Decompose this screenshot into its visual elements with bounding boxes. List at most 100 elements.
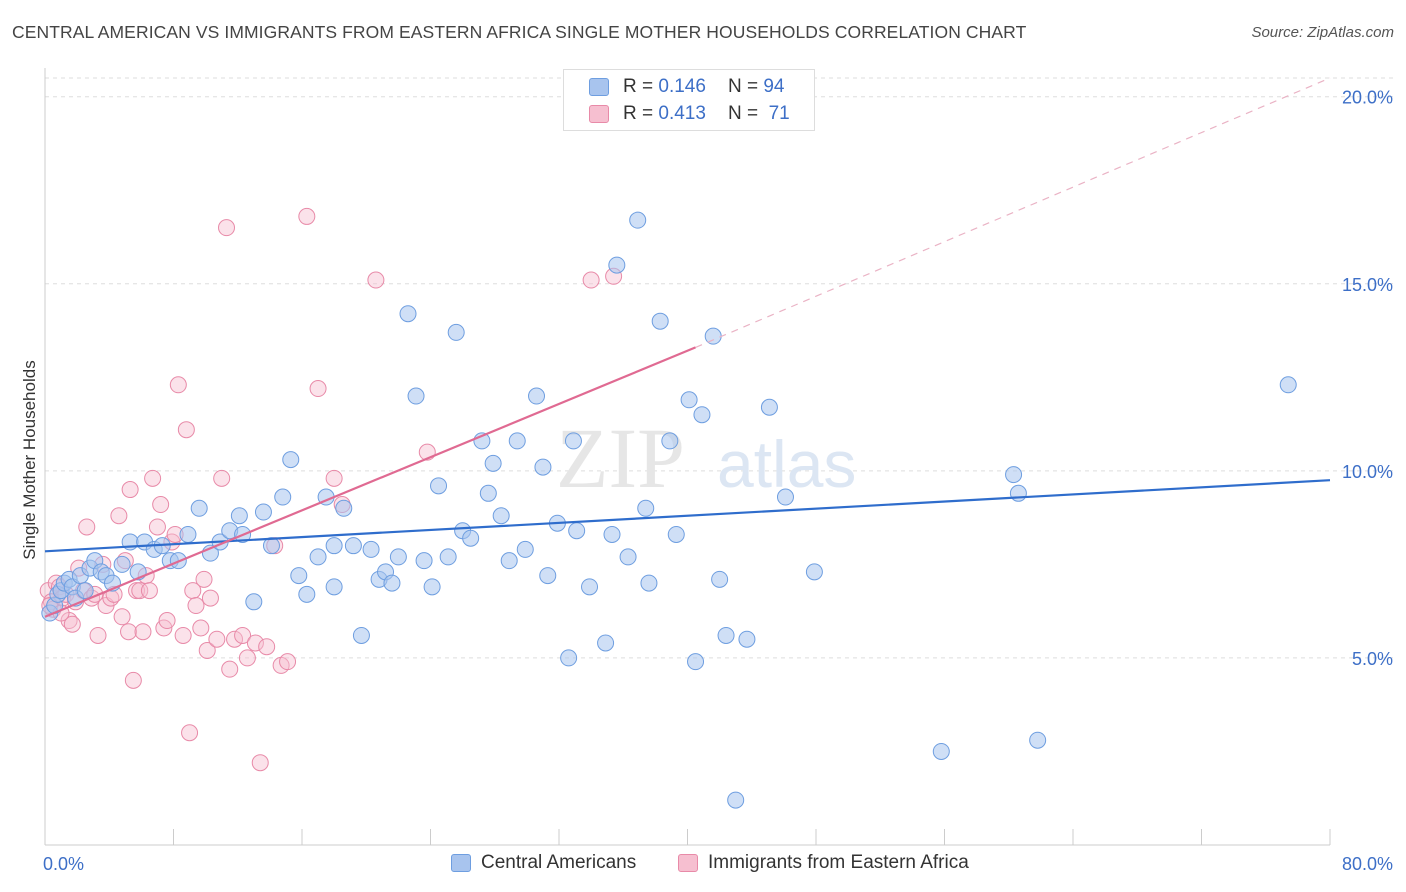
y-tick-label: 10.0%	[1342, 462, 1393, 482]
blue-point	[352, 626, 370, 644]
x-tick-label: 80.0%	[1342, 854, 1393, 874]
correlation-legend: R = 0.146 N = 94 R = 0.413 N = 71	[563, 69, 815, 131]
source-label: Source: ZipAtlas.com	[1251, 24, 1394, 41]
pink-point	[131, 582, 149, 600]
pink-point	[121, 481, 139, 499]
x-tick-label: 0.0%	[43, 854, 84, 874]
pink-point	[246, 634, 264, 652]
blue-point	[1009, 484, 1027, 502]
blue-point	[462, 529, 480, 547]
blue-point	[508, 432, 526, 450]
blue-point	[298, 585, 316, 603]
blue-point	[727, 791, 745, 809]
blue-point	[776, 488, 794, 506]
blue-point	[484, 454, 502, 472]
blue-point	[738, 630, 756, 648]
pink-point	[134, 623, 152, 641]
blue-point	[619, 548, 637, 566]
pink-point	[251, 754, 269, 772]
blue-point	[661, 432, 679, 450]
blue-point	[325, 537, 343, 555]
y-axis-label: Single Mother Households	[20, 360, 39, 560]
blue-point	[603, 525, 621, 543]
blue-point	[439, 548, 457, 566]
blue-point	[805, 563, 823, 581]
blue-point	[274, 488, 292, 506]
blue-point	[1029, 731, 1047, 749]
blue-point	[254, 503, 272, 521]
legend-swatch-pink	[589, 105, 609, 123]
pink-point	[113, 608, 131, 626]
legend-n-label: N =	[727, 76, 759, 97]
pink-point	[152, 496, 170, 514]
pink-point	[221, 660, 239, 678]
legend-r-label: R =	[623, 103, 654, 124]
pink-trend-line	[44, 346, 696, 618]
blue-point	[362, 540, 380, 558]
pink-point	[582, 271, 600, 289]
blue-point	[687, 653, 705, 671]
pink-point	[140, 582, 158, 600]
blue-point	[479, 484, 497, 502]
blue-point	[325, 578, 343, 596]
pink-point	[181, 724, 199, 742]
pink-point	[169, 376, 187, 394]
bottom-legend-label-pink: Immigrants from Eastern Africa	[708, 852, 969, 873]
blue-point	[407, 387, 425, 405]
bottom-legend-swatch-blue	[451, 854, 471, 872]
blue-point	[717, 626, 735, 644]
blue-point	[492, 507, 510, 525]
pink-point	[192, 619, 210, 637]
blue-point	[1279, 376, 1297, 394]
blue-point	[597, 634, 615, 652]
pink-point	[258, 638, 276, 656]
blue-point	[581, 578, 599, 596]
blue-point	[113, 555, 131, 573]
pink-point	[208, 630, 226, 648]
blue-point	[423, 578, 441, 596]
legend-r-label: R =	[623, 76, 654, 97]
y-tick-label: 15.0%	[1342, 275, 1393, 295]
blue-point	[651, 312, 669, 330]
y-tick-label: 20.0%	[1342, 88, 1393, 108]
pink-point	[195, 570, 213, 588]
bottom-legend-pink: Immigrants from Eastern Africa	[678, 852, 969, 874]
blue-point	[190, 499, 208, 517]
blue-point	[344, 537, 362, 555]
blue-point	[568, 522, 586, 540]
blue-point	[383, 574, 401, 592]
blue-point	[1005, 466, 1023, 484]
blue-point	[711, 570, 729, 588]
blue-point	[500, 552, 518, 570]
blue-point	[516, 540, 534, 558]
pink-point	[120, 623, 138, 641]
pink-point	[89, 626, 107, 644]
pink-point	[158, 612, 176, 630]
chart-title: CENTRAL AMERICAN VS IMMIGRANTS FROM EAST…	[12, 22, 1027, 42]
blue-trend-line	[44, 479, 1331, 553]
blue-point	[415, 552, 433, 570]
pink-point	[325, 469, 343, 487]
blue-point	[539, 567, 557, 585]
y-tick-label: 5.0%	[1352, 649, 1393, 669]
blue-point	[629, 211, 647, 229]
bottom-legend-label-blue: Central Americans	[481, 852, 637, 873]
pink-point	[63, 615, 81, 633]
pink-point	[144, 469, 162, 487]
blue-point	[290, 567, 308, 585]
pink-point	[298, 207, 316, 225]
pink-point	[213, 469, 231, 487]
legend-r-value: 0.413	[658, 103, 706, 124]
legend-n-value: 71	[768, 103, 790, 124]
legend-swatch-blue	[589, 78, 609, 96]
blue-point	[693, 406, 711, 424]
pink-point	[124, 671, 142, 689]
pink-point	[177, 421, 195, 439]
blue-point	[447, 323, 465, 341]
legend-n-value: 94	[763, 76, 785, 97]
blue-point	[680, 391, 698, 409]
pink-point	[148, 518, 166, 536]
pink-point	[309, 380, 327, 398]
blue-point	[430, 477, 448, 495]
